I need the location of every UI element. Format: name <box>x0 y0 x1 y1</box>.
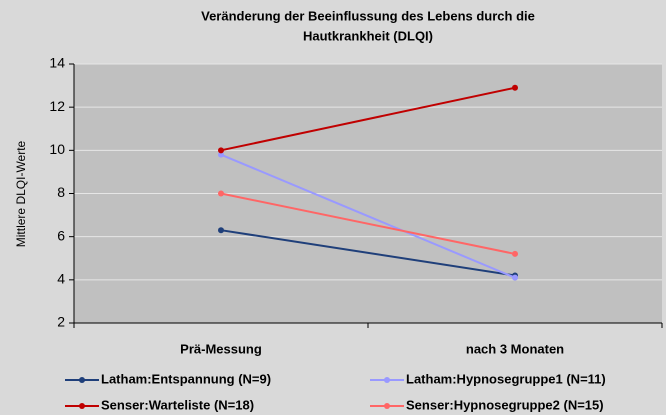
data-point <box>218 227 224 234</box>
legend-marker <box>79 377 85 383</box>
legend-label: Senser:Hypnosegruppe2 (N=15) <box>406 397 604 412</box>
y-tick-label: 8 <box>57 184 65 200</box>
data-point <box>218 151 224 158</box>
series-line <box>220 229 516 277</box>
series-line <box>220 192 516 255</box>
data-point <box>512 84 518 91</box>
legend-label: Latham:Hypnosegruppe1 (N=11) <box>406 371 606 386</box>
chart-title: Veränderung der Beeinflussung des Lebens… <box>201 8 535 23</box>
series-line <box>220 86 516 152</box>
chart-title: Hautkrankheit (DLQI) <box>303 28 433 43</box>
series-line <box>220 153 516 279</box>
y-tick-label: 12 <box>49 98 65 114</box>
data-point <box>218 190 224 197</box>
legend-marker <box>384 377 390 383</box>
data-point <box>512 274 518 281</box>
x-tick-label: Prä-Messung <box>180 341 262 356</box>
legend-marker <box>79 403 85 409</box>
x-tick-label: nach 3 Monaten <box>466 341 564 356</box>
y-tick-label: 2 <box>57 314 65 330</box>
y-tick-label: 14 <box>49 55 65 71</box>
legend-label: Latham:Entspannung (N=9) <box>101 371 271 386</box>
data-point <box>512 250 518 257</box>
legend-marker <box>384 403 390 409</box>
y-axis-label: Mittlere DLQI-Werte <box>14 140 28 247</box>
legend-label: Senser:Warteliste (N=18) <box>101 397 254 412</box>
y-tick-label: 6 <box>57 227 65 243</box>
y-tick-label: 10 <box>49 141 65 157</box>
y-tick-label: 4 <box>57 271 65 287</box>
data-point <box>218 147 224 154</box>
